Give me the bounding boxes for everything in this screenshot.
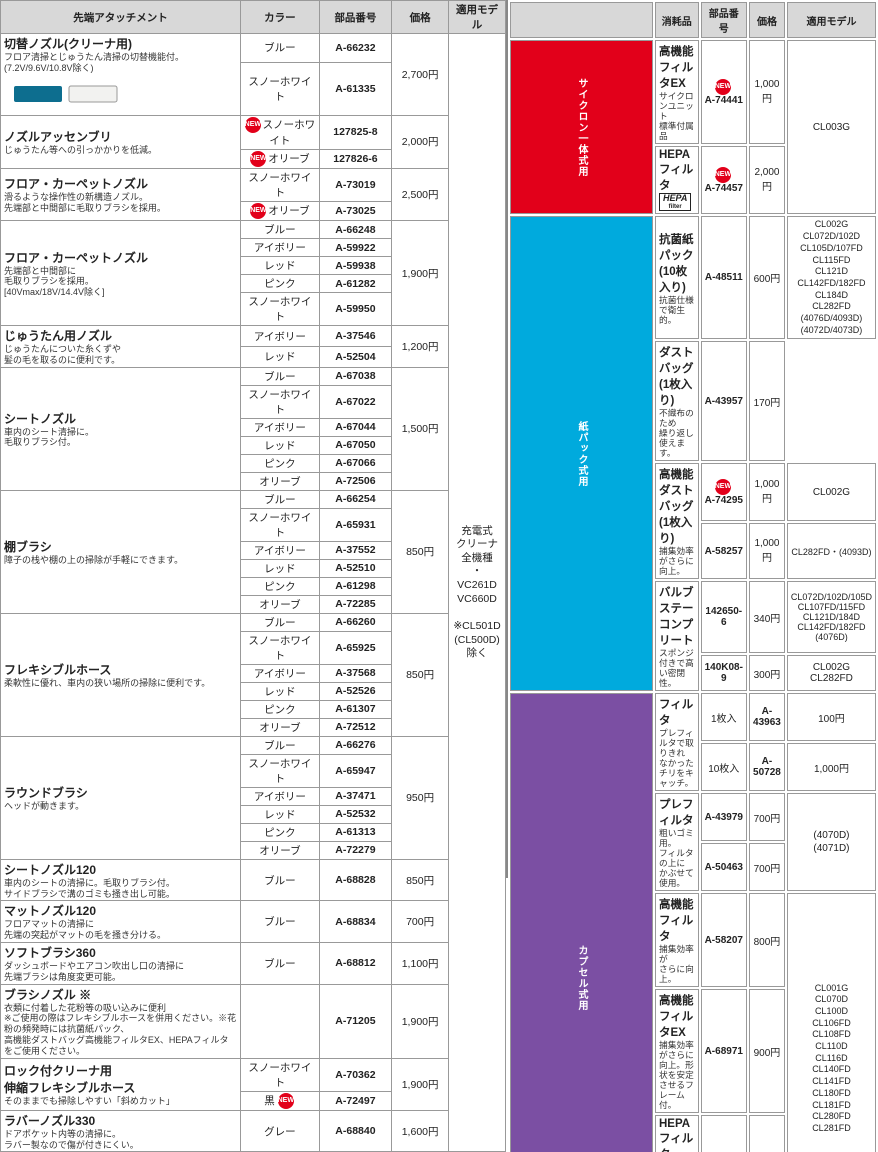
col-header-model: 適用モデル bbox=[449, 1, 506, 34]
product-row-10: マットノズル120 フロアマットの清掃に 先端の突起がマットの毛を掻き分ける。 bbox=[1, 901, 241, 943]
consumable-row-2: 抗菌紙パック(10枚入り) 抗菌仕様で衛生的。 bbox=[655, 216, 699, 339]
catalog-page: 先端アタッチメント カラー 部品番号 価格 適用モデル 切替ノズル(クリーナ用)… bbox=[0, 0, 878, 878]
col-header-partno: 部品番号 bbox=[319, 1, 391, 34]
product-row-3: フロア・カーペットノズル 先端部と中間部に 毛取りブラシを採用。 [40Vmax/1… bbox=[1, 221, 241, 326]
product-row-12: ブラシノズル ※ 衣類に付着した花粉等の吸い込みに便利 ※ご使用の際はフレキシブル… bbox=[1, 984, 241, 1058]
new-badge-icon: NEW bbox=[278, 1093, 294, 1109]
product-row-8: ラウンドブラシ ヘッドが動きます。 bbox=[1, 736, 241, 859]
new-badge-icon: NEW bbox=[245, 117, 261, 133]
product-row-1: ノズルアッセンブリ じゅうたん等への引っかかりを低減。 bbox=[1, 115, 241, 168]
product-row-2: フロア・カーペットノズル 滑るような操作性の新構造ノズル。 先端部と中間部に毛取り… bbox=[1, 169, 241, 221]
new-badge-icon: NEW bbox=[250, 151, 266, 167]
consumable-row-4: 高機能ダストバッグ(1枚入り) 捕集効率がさらに向上。 bbox=[655, 463, 699, 579]
category-label-paper: 紙パック式用 bbox=[510, 216, 653, 691]
col-header-model-r: 適用モデル bbox=[787, 2, 876, 38]
col-header-attachment: 先端アタッチメント bbox=[1, 1, 241, 34]
consumable-row-3: ダストバッグ(1枚入り) 不織布のため 繰り返し使えます。 bbox=[655, 341, 699, 461]
product-row-13: ロック付クリーナ用 伸縮フレキシブルホース そのままでも掃除しやすい「斜めカット」 bbox=[1, 1058, 241, 1110]
category-label-capsule: カプセル式用 bbox=[510, 693, 653, 1152]
product-row-6: 棚ブラシ 障子の栈や棚の上の掃除が手軽にできます。 bbox=[1, 490, 241, 613]
col-header-color: カラー bbox=[241, 1, 320, 34]
consumable-row-6: バルブステーコンプリート スポンジ付きで高い密閉性。 bbox=[655, 581, 699, 691]
col-header-price: 価格 bbox=[392, 1, 449, 34]
product-row-7: フレキシブルホース 柔軟性に優れ、車内の狭い場所の掃除に便利です。 bbox=[1, 613, 241, 736]
col-header-consumable: 消耗品 bbox=[655, 2, 699, 38]
product-row-5: シートノズル 車内のシート清掃に。 毛取りブラシ付。 bbox=[1, 367, 241, 490]
col-header-price-r: 価格 bbox=[749, 2, 785, 38]
product-row-11: ソフトブラシ360 ダッシュボードやエアコン吹出し口の清掃に 先端ブラシは角度変更… bbox=[1, 943, 241, 985]
new-badge-icon: NEW bbox=[715, 79, 731, 95]
consumable-row-13: 高機能フィルタEX 捕集効率がさらに 向上。形状を安定 させるフレーム付。 bbox=[655, 989, 699, 1113]
new-badge-icon: NEW bbox=[250, 203, 266, 219]
consumable-row-12: 高機能フィルタ 捕集効率が さらに向上。 bbox=[655, 893, 699, 987]
consumable-row-10: プレフィルタ 粗いゴミ用。 フィルタの上に かぶせて使用。 bbox=[655, 793, 699, 891]
product-image-0 bbox=[4, 74, 237, 114]
product-row-0: 切替ノズル(クリーナ用) フロア清掃とじゅうたん清掃の切替機能付。 (7.2V/9… bbox=[1, 34, 241, 116]
category-label-cyclone: サイクロン一体式用 bbox=[510, 40, 653, 214]
consumables-table-panel: 消耗品 部品番号 価格 適用モデル サイクロン一体式用 高機能フィルタEX サイ… bbox=[508, 0, 878, 878]
consumable-row-1: HEPAフィルタ HEPA filter bbox=[655, 146, 699, 214]
consumable-row-0: 高機能フィルタEX サイクロンユニット 標準付属品 bbox=[655, 40, 699, 144]
hepa-filter-logo: HEPA filter bbox=[659, 193, 691, 211]
attachment-table-panel: 先端アタッチメント カラー 部品番号 価格 適用モデル 切替ノズル(クリーナ用)… bbox=[0, 0, 508, 878]
col-header-partno-r: 部品番号 bbox=[701, 2, 748, 38]
consumable-row-8: フィルタ プレフィルタで取りきれ なかったチリをキャッチ。 bbox=[655, 693, 699, 791]
product-row-14: ラバーノズル330 ドアポケット内等の清掃に。 ラバー製なので傷が付きにくい。 bbox=[1, 1110, 241, 1152]
new-badge-icon: NEW bbox=[715, 479, 731, 495]
product-row-9: シートノズル120 車内のシートの清掃に。毛取りブラシ付。 サイドブラシで溝のゴミ… bbox=[1, 859, 241, 901]
new-badge-icon: NEW bbox=[715, 167, 731, 183]
product-row-4: じゅうたん用ノズル じゅうたんについた糸くずや 髪の毛を取るのに便利です。 bbox=[1, 326, 241, 368]
